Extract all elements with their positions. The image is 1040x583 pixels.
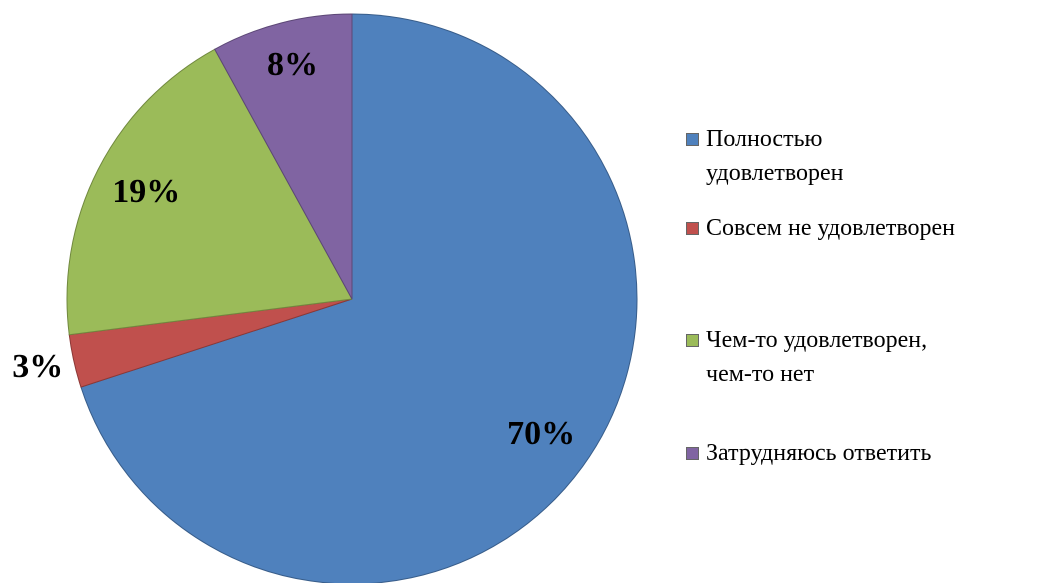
legend-label: Затрудняюсь ответить — [706, 440, 932, 466]
pie-slice — [214, 13, 353, 300]
legend-item: Совсем не удовлетворен — [686, 211, 955, 245]
legend-item: Затрудняюсь ответить — [686, 436, 931, 470]
legend-item: Чем-то удовлетворен, чем-то нет — [686, 323, 927, 391]
legend-label: Чем-то удовлетворен, чем-то нет — [706, 327, 928, 387]
legend-label: Полностью удовлетворен — [706, 126, 844, 186]
pie-slice — [80, 13, 638, 583]
data-label: 8% — [267, 46, 318, 83]
data-label: 19% — [112, 173, 180, 210]
legend-item: Полностью удовлетворен — [686, 122, 844, 190]
legend-label: Совсем не удовлетворен — [706, 215, 955, 241]
data-label: 70% — [507, 415, 575, 452]
legend-swatch — [686, 222, 699, 235]
legend-swatch — [686, 334, 699, 347]
data-label: 3% — [12, 348, 63, 385]
pie-slice — [66, 48, 353, 336]
legend-swatch — [686, 133, 699, 146]
legend-swatch — [686, 447, 699, 460]
